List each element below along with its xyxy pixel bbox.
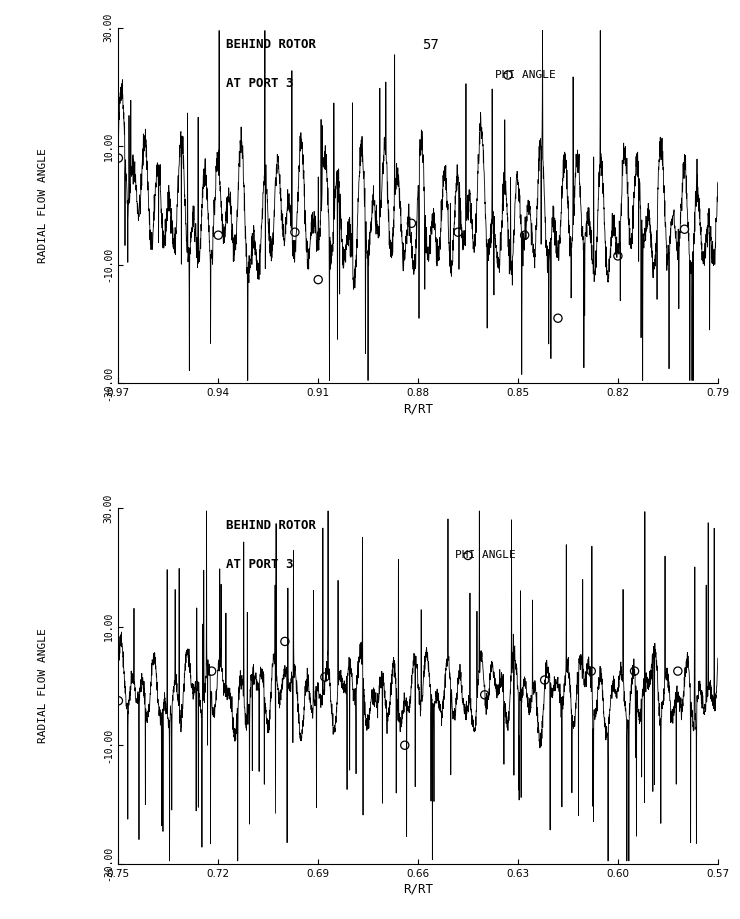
Text: BEHIND ROTOR: BEHIND ROTOR bbox=[226, 39, 316, 51]
X-axis label: R/RT: R/RT bbox=[403, 403, 433, 415]
Text: PHI ANGLE: PHI ANGLE bbox=[454, 550, 516, 561]
Point bbox=[479, 687, 491, 702]
Point bbox=[672, 664, 684, 678]
Text: 57: 57 bbox=[422, 39, 439, 52]
Point bbox=[406, 216, 417, 231]
Point bbox=[585, 664, 597, 678]
Point bbox=[312, 272, 324, 287]
Point bbox=[519, 228, 531, 243]
Point bbox=[319, 670, 331, 685]
Point bbox=[552, 311, 564, 325]
Point bbox=[206, 664, 218, 678]
Point bbox=[462, 548, 474, 562]
X-axis label: R/RT: R/RT bbox=[403, 883, 433, 896]
Text: AT PORT 3: AT PORT 3 bbox=[226, 558, 294, 571]
Y-axis label: RADIAL FLOW ANGLE: RADIAL FLOW ANGLE bbox=[38, 148, 48, 263]
Point bbox=[212, 228, 224, 243]
Point bbox=[289, 225, 300, 240]
Point bbox=[539, 673, 551, 687]
Point bbox=[502, 68, 514, 83]
Y-axis label: RADIAL FLOW ANGLE: RADIAL FLOW ANGLE bbox=[38, 629, 48, 743]
Point bbox=[112, 151, 124, 165]
Text: BEHIND ROTOR: BEHIND ROTOR bbox=[226, 518, 316, 532]
Point bbox=[629, 664, 641, 678]
Point bbox=[279, 634, 291, 649]
Point bbox=[452, 225, 464, 240]
Text: AT PORT 3: AT PORT 3 bbox=[226, 77, 294, 90]
Point bbox=[612, 248, 624, 263]
Point bbox=[399, 738, 411, 753]
Point bbox=[679, 221, 690, 236]
Text: PHI ANGLE: PHI ANGLE bbox=[495, 70, 556, 80]
Point bbox=[112, 694, 124, 709]
